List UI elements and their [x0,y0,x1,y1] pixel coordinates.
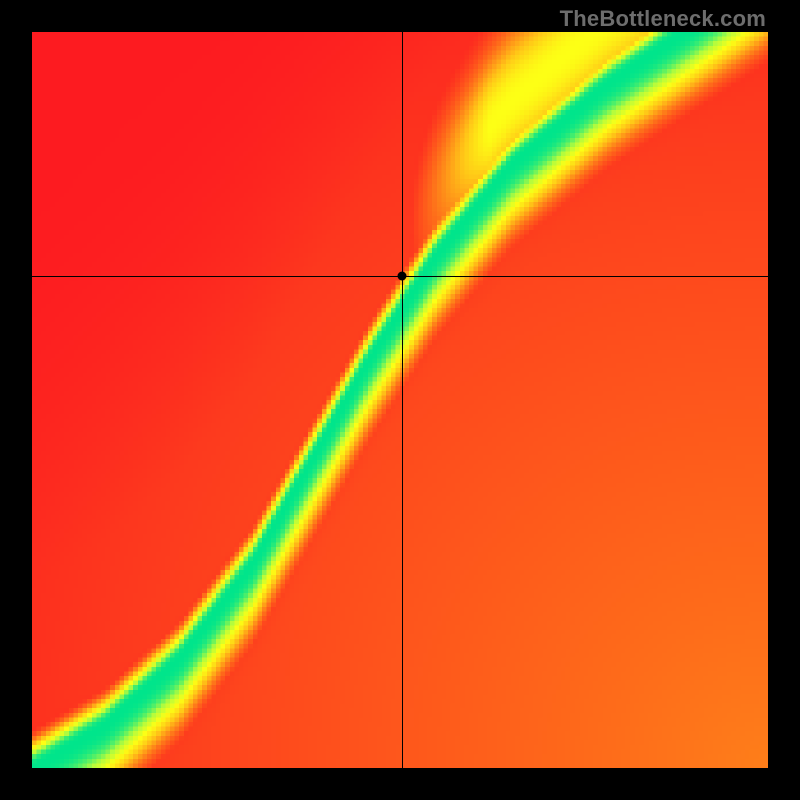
bottleneck-heatmap [32,32,768,768]
plot-area [32,32,768,768]
chart-frame: TheBottleneck.com [0,0,800,800]
attribution-text: TheBottleneck.com [560,6,766,32]
